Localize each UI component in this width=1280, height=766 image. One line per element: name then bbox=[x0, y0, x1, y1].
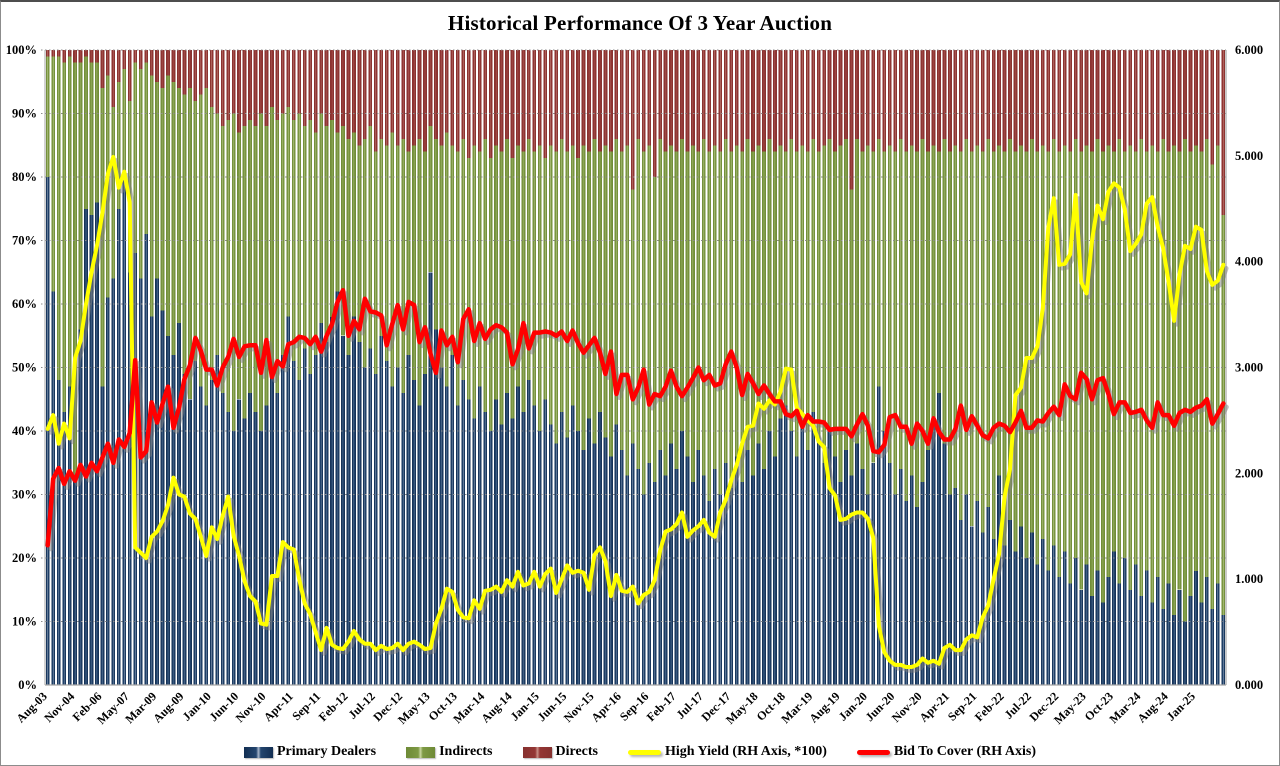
x-axis-labels: Aug-03Nov-04Feb-06May-07Mar-09Aug-09Jan-… bbox=[14, 689, 1199, 727]
svg-text:Apr-16: Apr-16 bbox=[588, 689, 624, 725]
svg-text:100%: 100% bbox=[6, 43, 37, 57]
svg-text:80%: 80% bbox=[12, 170, 37, 184]
svg-text:Jan-10: Jan-10 bbox=[180, 689, 214, 723]
svg-text:Sep-16: Sep-16 bbox=[617, 689, 651, 723]
svg-text:10%: 10% bbox=[12, 615, 37, 629]
chart-legend: Primary Dealers Indirects Directs High Y… bbox=[1, 744, 1279, 760]
svg-text:Nov-10: Nov-10 bbox=[233, 689, 269, 725]
svg-text:0%: 0% bbox=[18, 678, 37, 692]
bid-to-cover-line-swatch-icon bbox=[856, 749, 890, 755]
svg-text:5.000: 5.000 bbox=[1235, 149, 1263, 163]
svg-text:Nov-20: Nov-20 bbox=[889, 689, 925, 725]
legend-item-indirects: Indirects bbox=[406, 744, 493, 760]
legend-item-directs: Directs bbox=[522, 744, 599, 760]
indirects-swatch-icon bbox=[406, 746, 436, 758]
svg-text:70%: 70% bbox=[12, 234, 37, 248]
svg-text:1.000: 1.000 bbox=[1235, 572, 1263, 586]
svg-text:Feb-22: Feb-22 bbox=[972, 689, 1007, 724]
svg-text:20%: 20% bbox=[12, 551, 37, 565]
svg-text:Aug-09: Aug-09 bbox=[150, 689, 186, 725]
high-yield-line-swatch-icon bbox=[628, 749, 661, 755]
y-axis-right-labels: 0.000 1.000 2.000 3.000 4.000 5.000 6.000 bbox=[1235, 43, 1263, 692]
high-yield-line bbox=[45, 154, 1226, 669]
svg-text:6.000: 6.000 bbox=[1235, 43, 1263, 57]
svg-text:Mar-24: Mar-24 bbox=[1107, 689, 1144, 726]
legend-item-high-yield: High Yield (RH Axis, *100) bbox=[628, 744, 827, 760]
svg-text:Jan-20: Jan-20 bbox=[836, 689, 870, 723]
svg-text:Aug-03: Aug-03 bbox=[14, 689, 50, 725]
svg-text:Aug-14: Aug-14 bbox=[478, 689, 514, 725]
svg-text:4.000: 4.000 bbox=[1235, 255, 1263, 269]
svg-text:Apr-11: Apr-11 bbox=[261, 689, 296, 724]
legend-label: High Yield (RH Axis, *100) bbox=[665, 744, 827, 759]
legend-label: Primary Dealers bbox=[276, 744, 377, 759]
svg-text:Mar-19: Mar-19 bbox=[778, 689, 815, 726]
svg-text:Sep-11: Sep-11 bbox=[289, 689, 323, 723]
legend-item-primary-dealers: Primary Dealers bbox=[243, 744, 377, 760]
svg-text:Feb-12: Feb-12 bbox=[316, 689, 351, 724]
svg-text:Mar-14: Mar-14 bbox=[450, 689, 487, 726]
axis-lines bbox=[44, 50, 1227, 686]
svg-text:Nov-04: Nov-04 bbox=[41, 689, 77, 725]
legend-label: Bid To Cover (RH Axis) bbox=[893, 744, 1037, 759]
svg-text:Apr-21: Apr-21 bbox=[917, 689, 953, 725]
svg-text:90%: 90% bbox=[12, 107, 37, 121]
svg-text:Nov-15: Nov-15 bbox=[561, 689, 597, 725]
legend-item-bid-to-cover: Bid To Cover (RH Axis) bbox=[856, 744, 1037, 760]
svg-text:50%: 50% bbox=[12, 361, 37, 375]
directs-swatch-icon bbox=[522, 746, 552, 758]
svg-text:0.000: 0.000 bbox=[1235, 678, 1263, 692]
svg-text:3.000: 3.000 bbox=[1235, 361, 1263, 375]
svg-text:30%: 30% bbox=[12, 488, 37, 502]
legend-label: Indirects bbox=[439, 744, 493, 759]
chart-title: Historical Performance Of 3 Year Auction bbox=[447, 11, 833, 35]
svg-text:Aug-19: Aug-19 bbox=[806, 689, 842, 725]
svg-text:60%: 60% bbox=[12, 297, 37, 311]
svg-text:2.000: 2.000 bbox=[1235, 466, 1263, 480]
bid-to-cover-line bbox=[45, 287, 1226, 548]
svg-text:Sep-21: Sep-21 bbox=[945, 689, 979, 723]
primary-dealers-swatch-icon bbox=[243, 746, 273, 758]
svg-text:Jan-25: Jan-25 bbox=[1164, 689, 1198, 723]
svg-text:Aug-24: Aug-24 bbox=[1134, 689, 1170, 725]
svg-text:Mar-09: Mar-09 bbox=[122, 689, 159, 726]
legend-label: Directs bbox=[555, 744, 599, 759]
svg-text:40%: 40% bbox=[12, 424, 37, 438]
y-axis-left-labels: 0% 10% 20% 30% 40% 50% 60% 70% 80% 90% 100% bbox=[6, 43, 37, 692]
svg-text:Jan-15: Jan-15 bbox=[508, 689, 542, 723]
svg-text:Feb-17: Feb-17 bbox=[644, 689, 679, 724]
